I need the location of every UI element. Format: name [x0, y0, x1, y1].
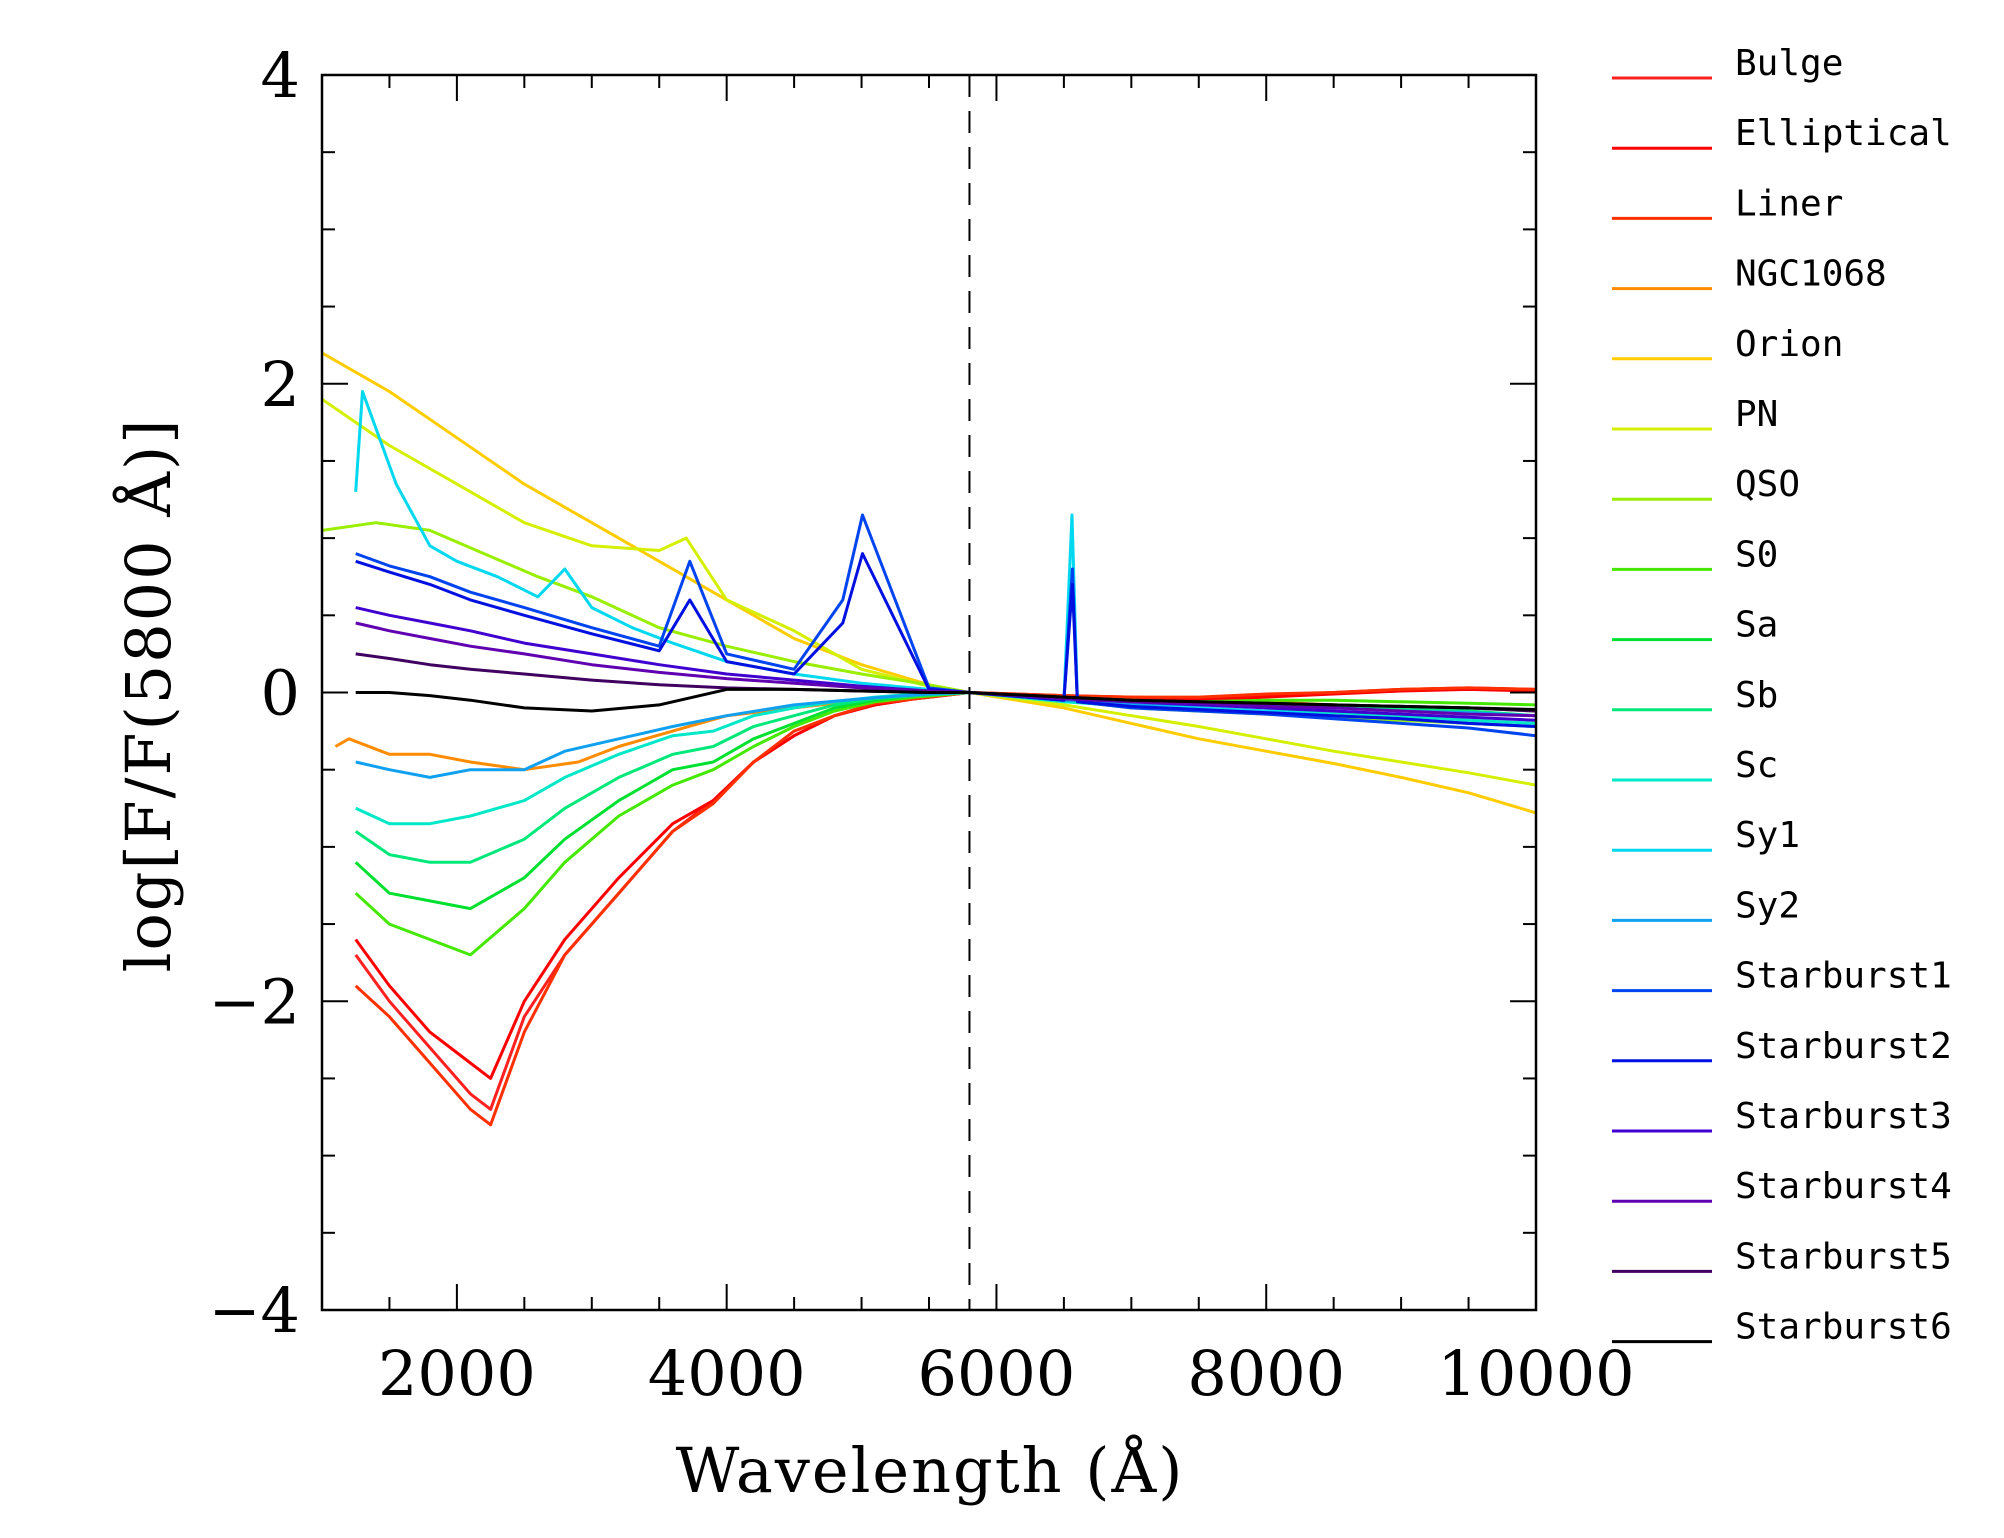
legend-label-starburst5: Starburst5	[1735, 1236, 1952, 1277]
legend-label-starburst2: Starburst2	[1735, 1026, 1952, 1067]
legend-label-pn: PN	[1735, 394, 1778, 435]
y-tick-label: 4	[261, 39, 300, 112]
y-tick-label: −4	[209, 1274, 300, 1347]
series-line-liner	[354, 686, 1536, 1127]
x-tick-label: 2000	[378, 1337, 536, 1410]
x-tick-label: 4000	[648, 1337, 806, 1410]
legend-label-qso: QSO	[1735, 464, 1800, 505]
legend-label-orion: Orion	[1735, 324, 1843, 365]
y-tick-label: −2	[209, 965, 300, 1038]
series-line-elliptical	[354, 687, 1536, 1080]
legend-label-sb: Sb	[1735, 675, 1778, 716]
series-line-starburst2	[355, 552, 1536, 728]
x-axis-title: Wavelength (Å)	[676, 1434, 1185, 1507]
legend-label-sy2: Sy2	[1735, 885, 1800, 926]
y-tick-label: 0	[261, 657, 300, 730]
y-tick-label: 2	[261, 348, 300, 421]
legend-label-ngc1068: NGC1068	[1735, 254, 1887, 295]
tick-layer	[322, 74, 1537, 1311]
series-line-starburst6	[355, 687, 1536, 713]
y-tick-labels: −4 −2 0 2 4	[209, 39, 300, 1347]
series-line-starburst1	[355, 513, 1536, 738]
series-line-starburst4	[355, 621, 1536, 718]
legend-label-sa: Sa	[1735, 605, 1778, 646]
x-tick-label: 8000	[1187, 1337, 1345, 1410]
legend-label-starburst3: Starburst3	[1735, 1096, 1952, 1137]
legend-label-starburst1: Starburst1	[1735, 956, 1952, 997]
legend: Bulge Elliptical Liner NGC1068 Orion PN QSO S0 S…	[1612, 43, 1952, 1348]
series-line-pn	[322, 397, 1536, 787]
legend-label-starburst6: Starburst6	[1735, 1307, 1952, 1348]
legend-label-sy1: Sy1	[1735, 815, 1800, 856]
legend-label-elliptical: Elliptical	[1735, 113, 1952, 154]
x-tick-label: 10000	[1437, 1337, 1634, 1410]
series-line-sy1	[354, 390, 1536, 728]
series-layer	[322, 351, 1536, 1127]
x-tick-labels: 2000 4000 6000 8000 10000	[378, 1337, 1635, 1410]
y-axis-title: log[F/F(5800 Å)]	[112, 418, 185, 973]
legend-label-sc: Sc	[1735, 745, 1778, 786]
legend-label-liner: Liner	[1735, 183, 1843, 224]
legend-label-s0: S0	[1735, 534, 1778, 575]
series-line-s0	[354, 691, 1536, 957]
legend-label-starburst4: Starburst4	[1735, 1166, 1952, 1207]
legend-label-bulge: Bulge	[1735, 43, 1843, 84]
x-tick-label: 6000	[918, 1337, 1076, 1410]
